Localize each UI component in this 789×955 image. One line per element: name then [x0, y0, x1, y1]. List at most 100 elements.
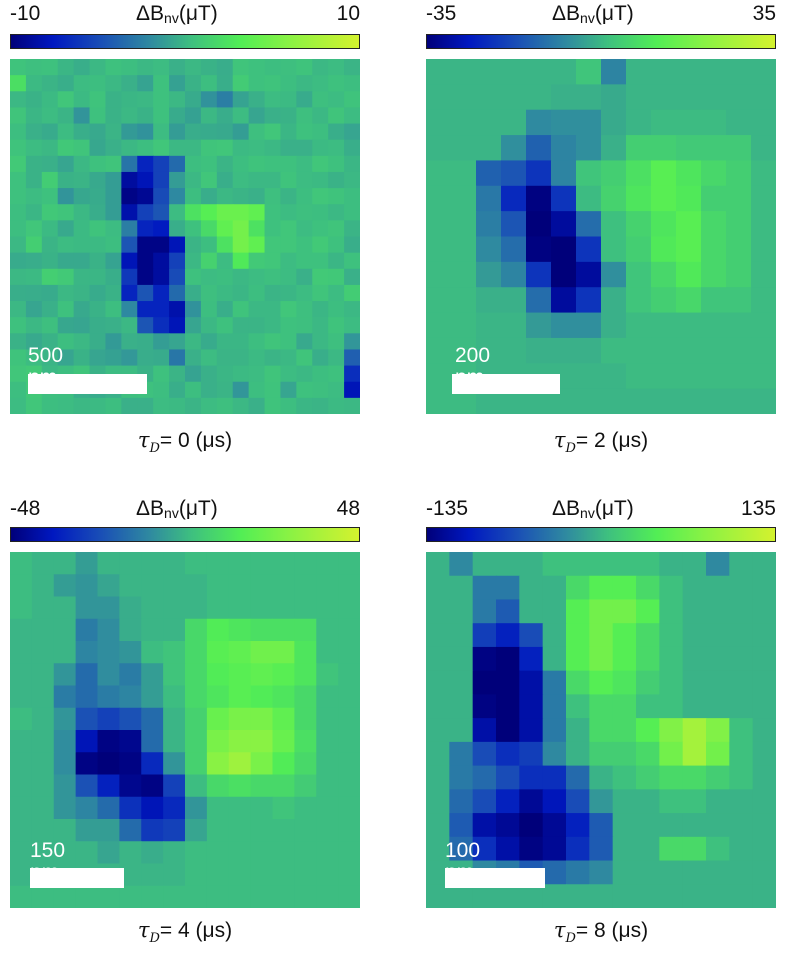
heatmap-cell: [328, 171, 345, 189]
heatmap-cell: [10, 317, 27, 334]
heatmap-cell: [576, 135, 602, 162]
heatmap-cell: [185, 574, 208, 598]
heatmap-cell: [206, 819, 230, 842]
heatmap-cell: [200, 75, 218, 92]
heatmap-cell: [89, 59, 107, 76]
heatmap-cell: [296, 252, 313, 270]
heatmap-cell: [476, 236, 502, 263]
heatmap-cell: [97, 752, 120, 776]
heatmap-cell: [589, 718, 614, 743]
heatmap-cell: [542, 552, 567, 577]
heatmap-cell: [316, 596, 339, 620]
heatmap-cell: [250, 863, 274, 887]
heatmap-cell: [426, 337, 452, 364]
heatmap-cell: [141, 552, 164, 575]
heatmap-cell: [57, 155, 75, 173]
heatmap-cell: [338, 618, 360, 642]
heatmap-cell: [232, 155, 250, 173]
heatmap-cell: [542, 813, 567, 838]
heatmap-cell: [10, 236, 27, 254]
heatmap-cell: [163, 752, 186, 776]
heatmap-cell: [312, 397, 329, 414]
heatmap-cell: [153, 381, 170, 399]
heatmap-cell: [449, 789, 474, 814]
heatmap-cell: [57, 317, 75, 334]
heatmap-cell: [726, 287, 752, 314]
heatmap-cell: [250, 796, 274, 820]
heatmap-cell: [501, 312, 527, 339]
heatmap-cell: [706, 884, 730, 908]
heatmap-cell: [338, 552, 360, 575]
heatmap-cell: [676, 337, 702, 364]
heatmap-cell: [566, 884, 590, 908]
heatmap-cell: [89, 397, 107, 414]
heatmap-cell: [601, 388, 627, 414]
heatmap-cell: [10, 381, 27, 399]
heatmap-cell: [729, 789, 754, 814]
heatmap-cell: [701, 211, 727, 238]
heatmap-cell: [296, 75, 313, 92]
heatmap-cell: [89, 91, 107, 109]
heatmap-cell: [169, 155, 186, 173]
heatmap-cell: [41, 171, 59, 189]
heatmap-cell: [272, 618, 295, 642]
heatmap-cell: [206, 552, 230, 575]
heatmap-cell: [73, 171, 91, 189]
heatmap-cell: [53, 596, 77, 620]
heatmap-cell: [10, 91, 27, 109]
heatmap-cell: [729, 884, 754, 908]
heatmap-cell: [228, 752, 252, 776]
heatmap-cell: [612, 884, 637, 908]
heatmap-cell: [228, 641, 252, 664]
heatmap-cell: [228, 574, 252, 598]
heatmap-cell: [228, 796, 252, 820]
heatmap-cell: [89, 188, 107, 205]
heatmap-cell: [169, 188, 186, 205]
heatmap-cell: [294, 752, 317, 776]
heatmap-cell: [169, 91, 186, 109]
heatmap-cell: [169, 123, 186, 141]
heatmap-cell: [752, 884, 776, 908]
heatmap-cell: [496, 813, 520, 838]
heatmap-cell: [41, 107, 59, 125]
heatmap-cell: [472, 575, 497, 601]
heatmap-cell: [206, 841, 230, 865]
heatmap-cell: [312, 171, 329, 189]
heatmap-cell: [105, 59, 122, 76]
heatmap-cell: [163, 685, 186, 709]
heatmap-cell: [651, 287, 677, 314]
heatmap-cell: [163, 596, 186, 620]
heatmap-cell: [752, 741, 776, 767]
heatmap-cell: [701, 185, 727, 212]
heatmap-cell: [10, 685, 33, 709]
heatmap-cell: [10, 59, 27, 76]
heatmap-cell: [248, 188, 266, 205]
heatmap-cell: [344, 123, 360, 141]
heatmap-cell: [185, 107, 202, 125]
heatmap-cell: [216, 171, 234, 189]
heatmap-cell: [751, 261, 776, 288]
heatmap-cell: [228, 707, 252, 731]
heatmap-cell: [228, 618, 252, 642]
heatmap-cell: [612, 741, 637, 767]
heatmap-cell: [185, 885, 208, 908]
colorbar-max-label: 10: [336, 2, 360, 25]
heatmap-cell: [296, 155, 313, 173]
heatmap-cell: [41, 91, 59, 109]
heatmap-cell: [153, 317, 170, 334]
heatmap-cell: [752, 552, 776, 577]
heatmap-cell: [729, 575, 754, 601]
heatmap-cell: [264, 220, 282, 238]
heatmap-cell: [169, 317, 186, 334]
heatmap-cell: [248, 317, 266, 334]
heatmap-cell: [137, 349, 154, 367]
heatmap-cell: [659, 694, 684, 719]
heatmap-cell: [729, 646, 754, 672]
heatmap-cell: [185, 204, 202, 221]
heatmap-cell: [636, 741, 660, 767]
heatmap-cell: [185, 730, 208, 753]
heatmap-cell: [105, 155, 122, 173]
heatmap-cell: [232, 188, 250, 205]
heatmap-cell: [659, 670, 684, 695]
heatmap-cell: [153, 268, 170, 286]
